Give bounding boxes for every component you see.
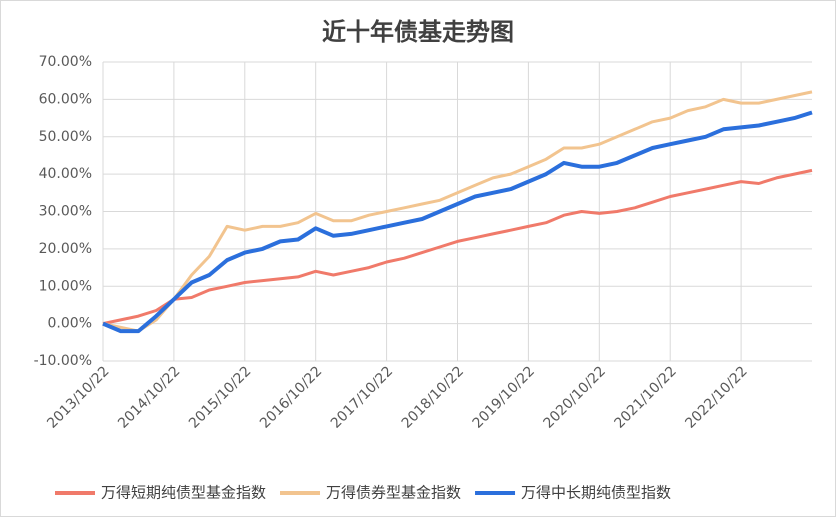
y-tick-label: 10.00% [39,278,92,294]
y-tick-label: 40.00% [39,166,92,182]
y-tick-label: 0.00% [48,316,92,332]
chart-title: 近十年债基走势图 [322,18,514,46]
y-tick-label: 60.00% [39,91,92,107]
series-line [102,90,813,333]
y-tick-label: 50.00% [39,129,92,145]
y-tick-label: 20.00% [39,241,92,257]
series-line [102,168,813,326]
legend-label: 万得债券型基金指数 [326,484,461,502]
legend-label: 万得中长期纯债型指数 [521,484,671,502]
y-tick-label: 70.00% [39,54,92,70]
legend-label: 万得短期纯债型基金指数 [101,484,266,502]
series-line [102,110,813,334]
y-tick-label: -10.00% [34,353,92,369]
y-tick-label: 30.00% [39,204,92,220]
